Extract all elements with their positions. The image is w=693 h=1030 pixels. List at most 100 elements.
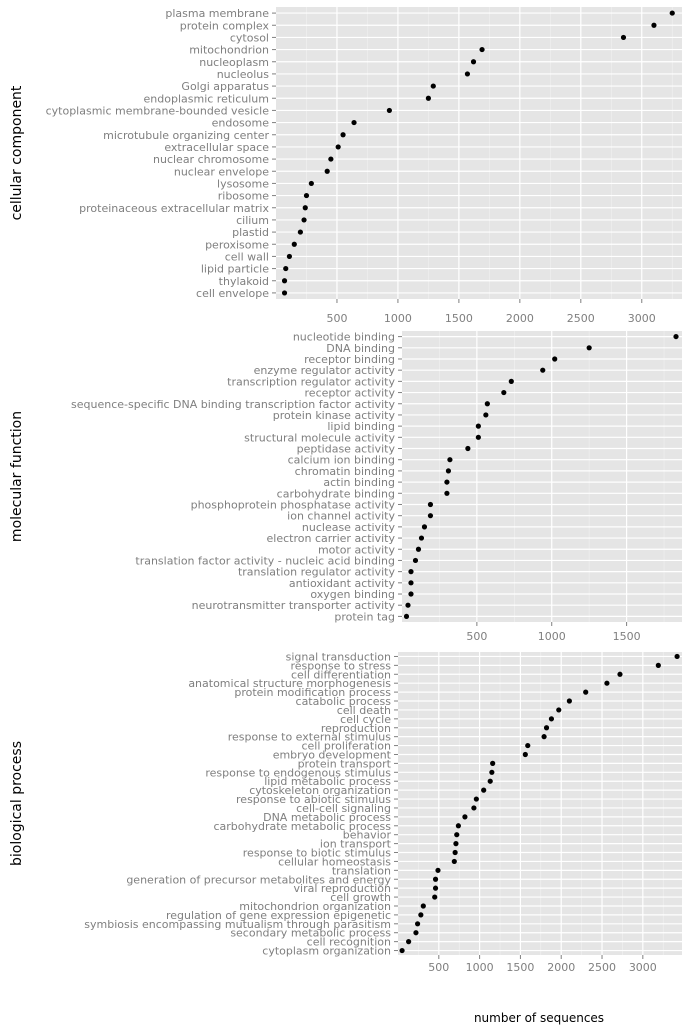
x-tick-label: 3000 — [628, 312, 656, 325]
category-label-cell-cycle: cell cycle — [340, 713, 391, 726]
category-label-cell-growth: cell growth — [330, 891, 391, 904]
category-label-cell-proliferation: cell proliferation — [301, 740, 391, 753]
data-point-golgi-apparatus — [430, 83, 436, 89]
category-label-carbohydrate-binding: carbohydrate binding — [277, 487, 395, 500]
category-label-lipid-metabolic-process: lipid metabolic process — [264, 775, 391, 788]
category-label-signal-transduction: signal transduction — [286, 650, 391, 663]
x-tick-label: 500 — [466, 630, 487, 643]
category-label-lysosome: lysosome — [217, 177, 269, 190]
category-label-viral-reproduction: viral reproduction — [294, 882, 392, 895]
data-point-thylakoid — [281, 278, 288, 284]
category-label-protein-kinase-activity: protein kinase activity — [273, 409, 396, 422]
category-label-protein-complex: protein complex — [180, 19, 270, 32]
data-point-cytoplasm-organization — [399, 947, 405, 954]
category-label-antioxidant-activity: antioxidant activity — [289, 577, 396, 590]
data-point-catabolic-process — [566, 698, 572, 704]
category-label-cell-differentiation: cell differentiation — [291, 668, 391, 681]
data-point-embryo-development — [522, 751, 528, 758]
category-label-dna-binding: DNA binding — [326, 342, 395, 355]
category-label-electron-carrier-activity: electron carrier activity — [267, 532, 396, 545]
category-label-symbiosis-encompassing-mutualism-through-parasitism: symbiosis encompassing mutualism through… — [84, 918, 391, 931]
data-point-phosphoprotein-phosphatase-activity — [427, 501, 434, 508]
data-point-cell-proliferation — [525, 742, 531, 749]
data-point-proteinaceous-extracellular-matrix — [302, 205, 308, 211]
data-point-cilium — [301, 217, 307, 223]
category-label-transcription-regulator-activity: transcription regulator activity — [227, 375, 395, 388]
plot-background — [402, 331, 682, 622]
category-label-catabolic-process: catabolic process — [296, 695, 392, 708]
plot-background — [398, 652, 682, 955]
data-point-peptidase-activity — [465, 445, 471, 452]
data-point-generation-of-precursor-metabolites-and-energy — [432, 876, 439, 882]
panel-title: cellular component — [9, 85, 25, 220]
data-point-dna-metabolic-process — [462, 814, 468, 820]
x-tick-label: 1500 — [506, 961, 534, 974]
data-point-cell-envelope — [281, 290, 288, 296]
data-point-nucleotide-binding — [673, 333, 679, 340]
data-point-signal-transduction — [674, 653, 680, 660]
data-point-ribosome — [303, 192, 310, 199]
data-point-protein-modification-process — [583, 689, 589, 695]
x-tick-label: 2000 — [506, 312, 534, 325]
category-label-response-to-endogenous-stimulus: response to endogenous stimulus — [205, 766, 391, 779]
data-point-symbiosis-encompassing-mutualism-through-parasitism — [414, 921, 421, 927]
category-label-response-to-abiotic-stimulus: response to abiotic stimulus — [236, 793, 391, 806]
data-point-motor-activity — [415, 546, 422, 552]
category-label-response-to-stress: response to stress — [290, 659, 391, 672]
category-label-response-to-biotic-stimulus: response to biotic stimulus — [243, 847, 391, 860]
data-point-lipid-binding — [475, 423, 481, 429]
category-label-mitochondrion-organization: mitochondrion organization — [239, 900, 391, 913]
data-point-chromatin-binding — [445, 468, 452, 474]
category-label-protein-transport: protein transport — [298, 757, 392, 770]
category-label-translation-regulator-activity: translation regulator activity — [238, 566, 396, 579]
data-point-antioxidant-activity — [408, 580, 414, 586]
x-tick-label: 3000 — [629, 961, 657, 974]
category-label-cytoplasm-organization: cytoplasm organization — [262, 945, 391, 958]
category-label-microtubule-organizing-center: microtubule organizing center — [103, 129, 269, 142]
data-point-protein-complex — [651, 22, 657, 28]
category-label-sequence-specific-dna-binding-transcription-factor-activity: sequence-specific DNA binding transcript… — [71, 398, 395, 411]
data-point-cell-growth — [432, 894, 438, 900]
panel-biological-process: 500 1000 1500 2000 2500 3000 signal transducti… — [9, 650, 682, 974]
data-point-mitochondrion — [479, 46, 485, 53]
data-point-cell-wall — [286, 253, 293, 260]
data-point-anatomical-structure-morphogenesis — [604, 680, 610, 686]
x-tick-label: 2500 — [588, 961, 616, 974]
plot-background — [276, 7, 682, 299]
data-point-translation-factor-activity-nucleic-acid-binding — [412, 557, 419, 564]
data-point-plastid — [297, 229, 303, 235]
category-label-response-to-external-stimulus: response to external stimulus — [228, 731, 392, 744]
category-label-nuclear-envelope: nuclear envelope — [174, 165, 269, 178]
x-tick-label: 1000 — [384, 312, 412, 325]
category-label-lipid-particle: lipid particle — [201, 263, 269, 276]
category-label-behavior: behavior — [343, 829, 392, 842]
x-tick-label: 500 — [326, 312, 347, 325]
data-point-cellular-homeostasis — [451, 858, 457, 865]
x-axis-title: number of sequences — [474, 1011, 604, 1025]
x-tick-label: 1500 — [613, 630, 641, 643]
category-label-neurotransmitter-transporter-activity: neurotransmitter transporter activity — [192, 599, 396, 612]
category-label-plasma-membrane: plasma membrane — [165, 7, 269, 20]
data-point-ion-channel-activity — [427, 513, 434, 519]
x-tick-label: 1000 — [538, 630, 566, 643]
data-point-behavior — [454, 832, 460, 838]
data-point-protein-kinase-activity — [483, 412, 489, 418]
data-point-calcium-ion-binding — [447, 457, 453, 463]
category-label-enzyme-regulator-activity: enzyme regulator activity — [254, 364, 396, 377]
category-label-receptor-binding: receptor binding — [304, 353, 395, 366]
data-point-neurotransmitter-transporter-activity — [405, 602, 411, 608]
data-point-translation — [435, 867, 441, 873]
category-label-cell-cell-signaling: cell-cell signaling — [296, 802, 391, 815]
data-point-carbohydrate-metabolic-process — [455, 823, 461, 829]
category-label-nucleoplasm: nucleoplasm — [199, 56, 269, 69]
data-point-response-to-stress — [655, 662, 661, 668]
data-point-cell-differentiation — [617, 671, 623, 677]
data-point-dna-binding — [586, 345, 592, 351]
category-label-extracellular-space: extracellular space — [164, 141, 269, 154]
category-label-cell-death: cell death — [337, 704, 391, 717]
data-point-receptor-activity — [501, 389, 507, 396]
data-point-cytoskeleton-organization — [481, 787, 487, 793]
panel-title: molecular function — [9, 411, 25, 542]
